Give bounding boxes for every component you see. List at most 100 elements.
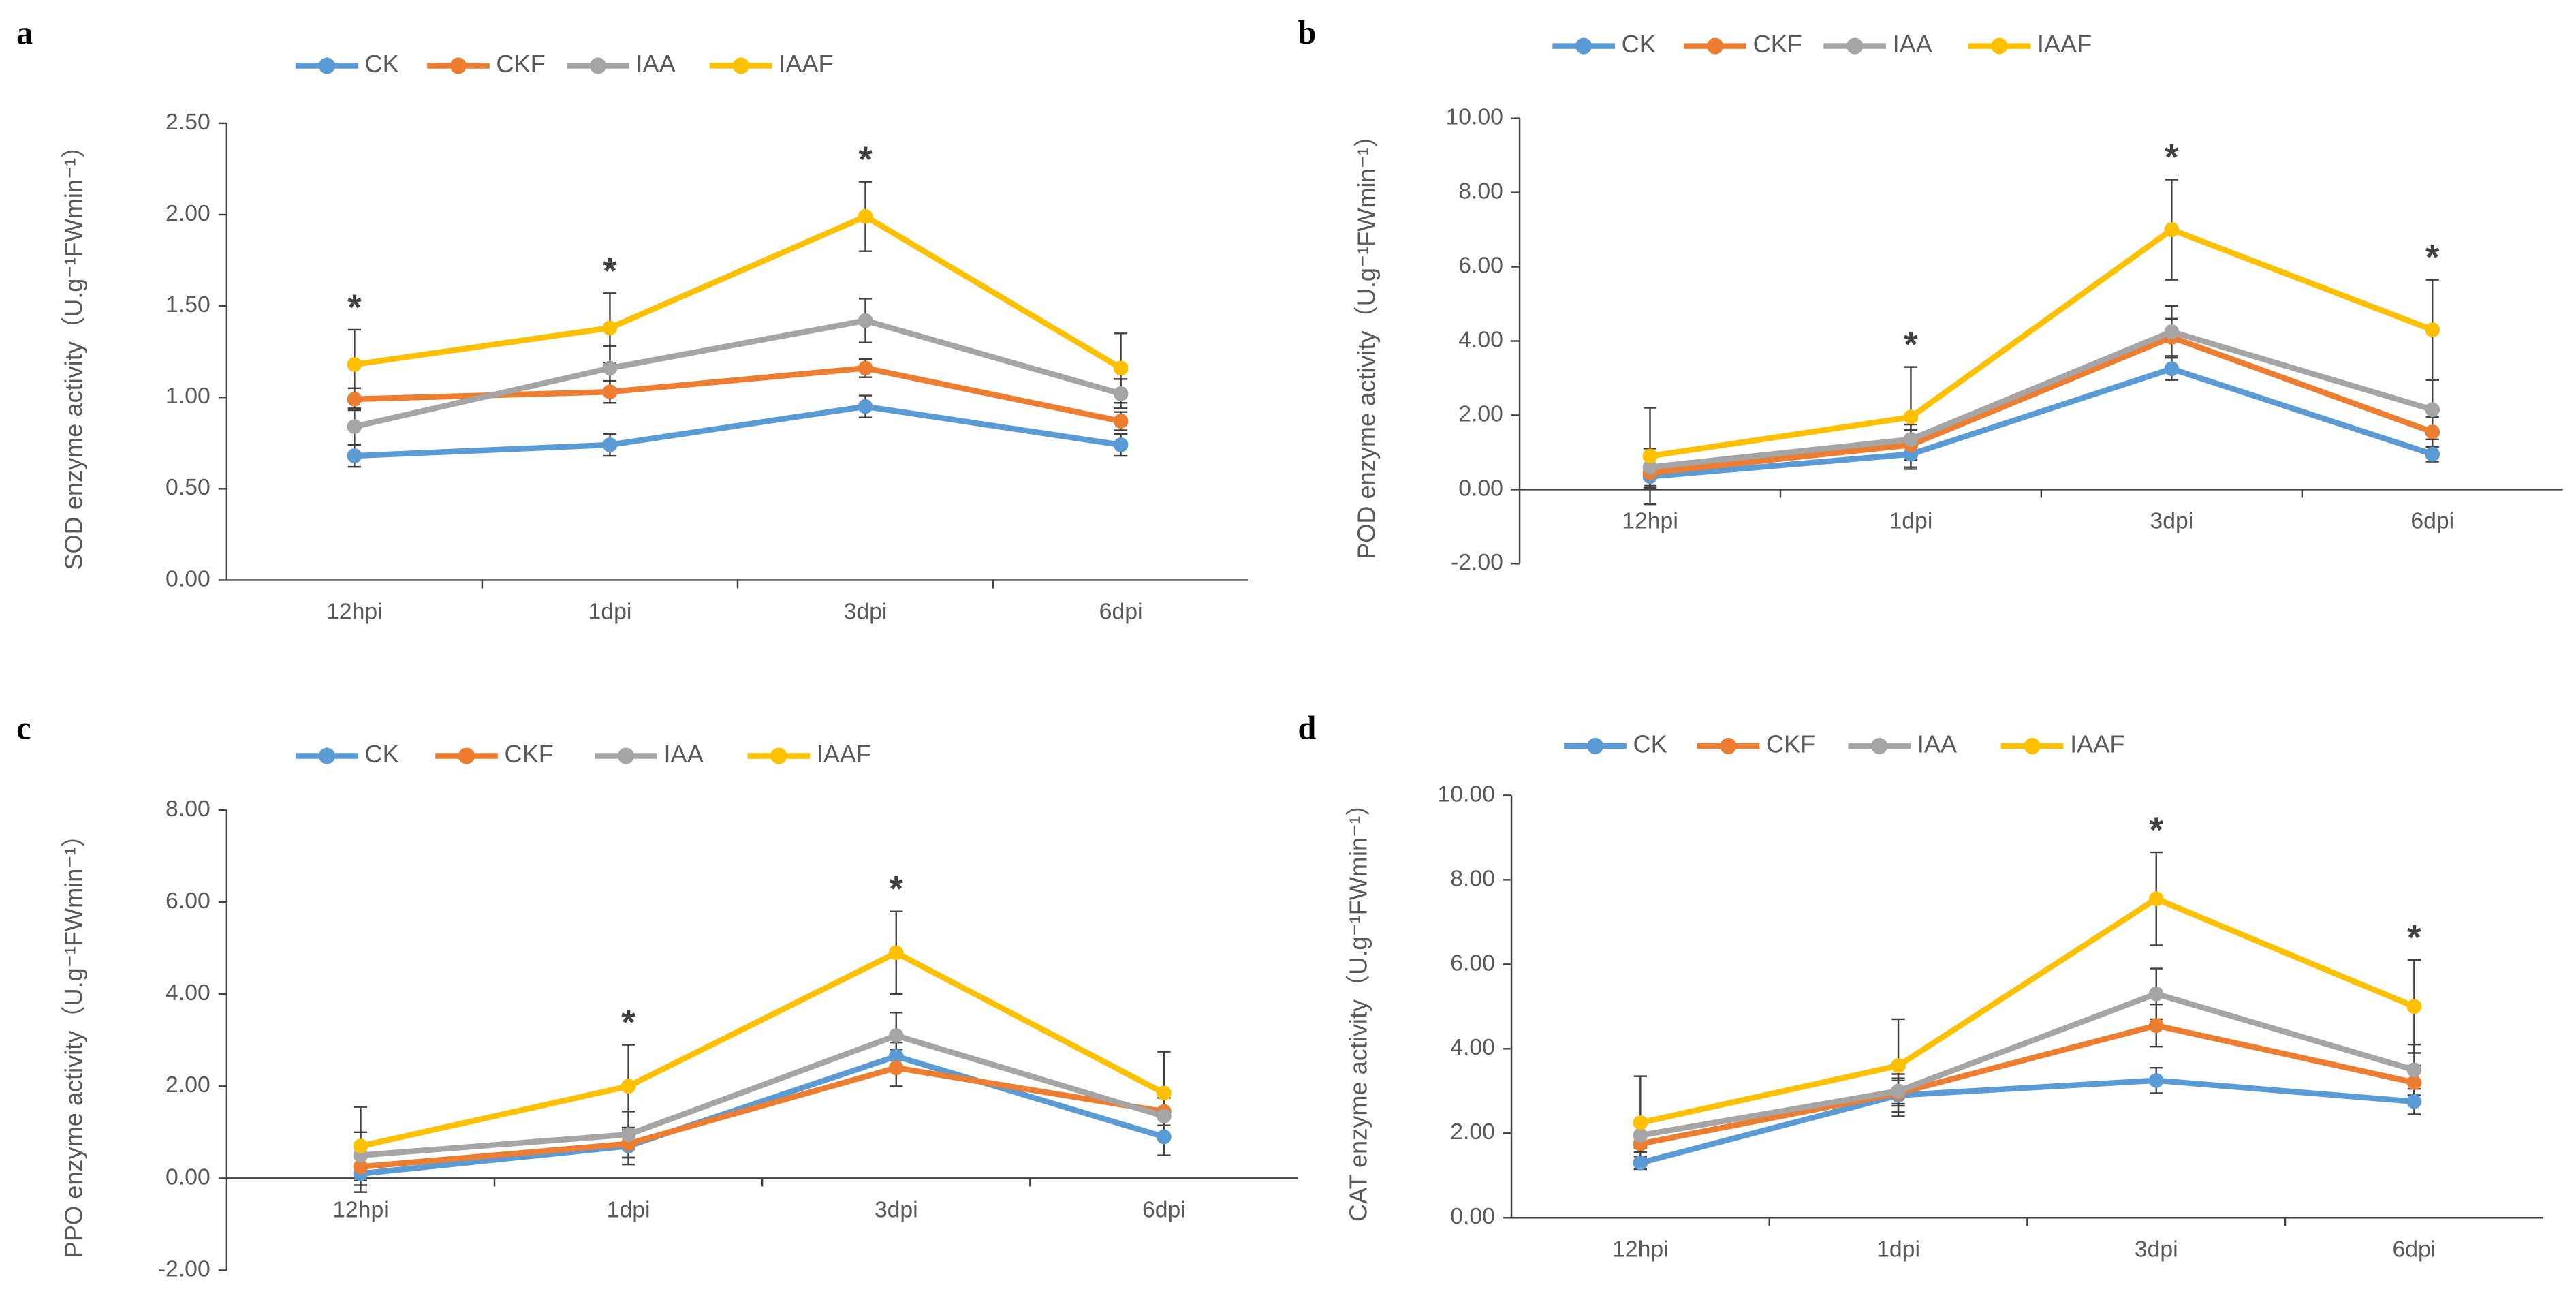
- data-point: [888, 945, 904, 961]
- panel-letter: a: [16, 15, 33, 51]
- legend-marker: [770, 747, 787, 764]
- legend-marker: [589, 57, 607, 74]
- data-point: [621, 1127, 636, 1143]
- data-point: [2425, 402, 2440, 418]
- significance-marker: *: [347, 288, 362, 328]
- legend-marker: [1707, 37, 1724, 55]
- legend-label: CK: [1633, 730, 1667, 758]
- data-point: [353, 1159, 368, 1175]
- data-point: [2148, 1018, 2164, 1034]
- data-point: [858, 399, 873, 414]
- y-tick-label: 0.00: [1450, 1203, 1495, 1229]
- data-point: [1633, 1155, 1648, 1171]
- legend-label: IAA: [1917, 730, 1958, 758]
- legend-marker: [318, 747, 336, 764]
- legend-marker: [1575, 37, 1592, 55]
- legend-label: IAAF: [2037, 30, 2092, 58]
- legend-marker: [1991, 37, 2008, 55]
- legend-label: IAA: [1893, 30, 1933, 58]
- legend-marker: [617, 747, 635, 764]
- data-point: [1642, 448, 1658, 464]
- x-tick-label: 6dpi: [2392, 1236, 2436, 1262]
- series-line: [354, 213, 1122, 371]
- data-point: [1113, 437, 1129, 452]
- series-line: [360, 1065, 1165, 1170]
- data-point: [1113, 360, 1129, 376]
- data-point: [2425, 424, 2440, 439]
- x-tick-label: 3dpi: [875, 1197, 918, 1223]
- series-line: [1649, 226, 2434, 459]
- significance-marker: *: [2425, 238, 2440, 278]
- x-tick-label: 3dpi: [844, 599, 888, 625]
- y-tick-label: 4.00: [1450, 1034, 1495, 1060]
- data-point: [2425, 446, 2440, 462]
- y-tick-label: 6.00: [1450, 950, 1495, 976]
- data-point: [2406, 1075, 2422, 1090]
- panel-letter: d: [1298, 710, 1316, 746]
- data-point: [1157, 1085, 1172, 1101]
- x-tick-label: 12hpi: [326, 599, 383, 625]
- x-tick-label: 12hpi: [332, 1197, 389, 1223]
- significance-marker: *: [889, 869, 903, 910]
- y-axis-label: CAT enzyme activity（U.g⁻¹FWmin⁻¹）: [1345, 792, 1372, 1222]
- y-tick-label: 8.00: [166, 796, 210, 822]
- series-line: [354, 365, 1122, 424]
- data-point: [1633, 1128, 1648, 1143]
- y-tick-label: -2.00: [1451, 549, 1503, 575]
- y-axis-label: PPO enzyme activity（U.g⁻¹FWmin⁻¹）: [60, 822, 88, 1258]
- significance-marker: *: [858, 140, 873, 180]
- legend-label: CKF: [1766, 730, 1815, 758]
- data-point: [858, 208, 873, 224]
- data-point: [2148, 1072, 2164, 1088]
- y-tick-label: -2.00: [158, 1256, 210, 1282]
- legend-marker: [1586, 737, 1604, 755]
- x-tick-label: 1dpi: [1889, 508, 1933, 534]
- y-tick-label: 4.00: [1458, 326, 1503, 352]
- series-line: [1639, 991, 2415, 1138]
- data-point: [602, 437, 618, 452]
- significance-marker: *: [2149, 810, 2163, 850]
- data-point: [2406, 1094, 2422, 1109]
- x-tick-label: 3dpi: [2150, 508, 2193, 534]
- data-point: [602, 360, 618, 376]
- x-tick-label: 12hpi: [1612, 1236, 1669, 1262]
- legend-label: IAA: [663, 740, 704, 768]
- data-point: [1157, 1129, 1172, 1145]
- legend-marker: [2024, 737, 2041, 755]
- y-tick-label: 8.00: [1450, 865, 1495, 891]
- y-tick-label: 0.00: [1458, 475, 1503, 501]
- significance-marker: *: [2407, 918, 2421, 958]
- data-point: [1157, 1109, 1172, 1124]
- legend-marker: [450, 57, 467, 74]
- legend-marker: [732, 57, 749, 74]
- data-point: [888, 1028, 904, 1043]
- data-point: [2425, 322, 2440, 337]
- panel-letter: c: [16, 710, 31, 746]
- legend-label: IAAF: [817, 740, 871, 768]
- series-line: [1639, 1023, 2415, 1147]
- data-point: [347, 448, 362, 463]
- series-line: [360, 1053, 1165, 1177]
- y-tick-label: 6.00: [166, 888, 210, 914]
- x-tick-label: 12hpi: [1622, 508, 1678, 534]
- data-point: [602, 320, 618, 336]
- data-point: [1113, 386, 1129, 401]
- data-point: [1891, 1083, 1906, 1099]
- data-point: [1903, 409, 1919, 425]
- data-point: [347, 357, 362, 372]
- legend-marker: [318, 57, 336, 74]
- data-point: [2148, 986, 2164, 1002]
- x-tick-label: 6dpi: [2410, 508, 2454, 534]
- x-tick-label: 3dpi: [2135, 1236, 2178, 1262]
- y-tick-label: 2.00: [166, 1072, 210, 1098]
- significance-marker: *: [2165, 138, 2179, 178]
- data-point: [888, 1049, 904, 1064]
- y-tick-label: 1.00: [166, 383, 210, 409]
- data-point: [2164, 222, 2180, 237]
- data-point: [353, 1138, 368, 1153]
- data-point: [1891, 1058, 1906, 1073]
- y-tick-label: 10.00: [1445, 104, 1503, 130]
- legend-label: CKF: [504, 740, 553, 768]
